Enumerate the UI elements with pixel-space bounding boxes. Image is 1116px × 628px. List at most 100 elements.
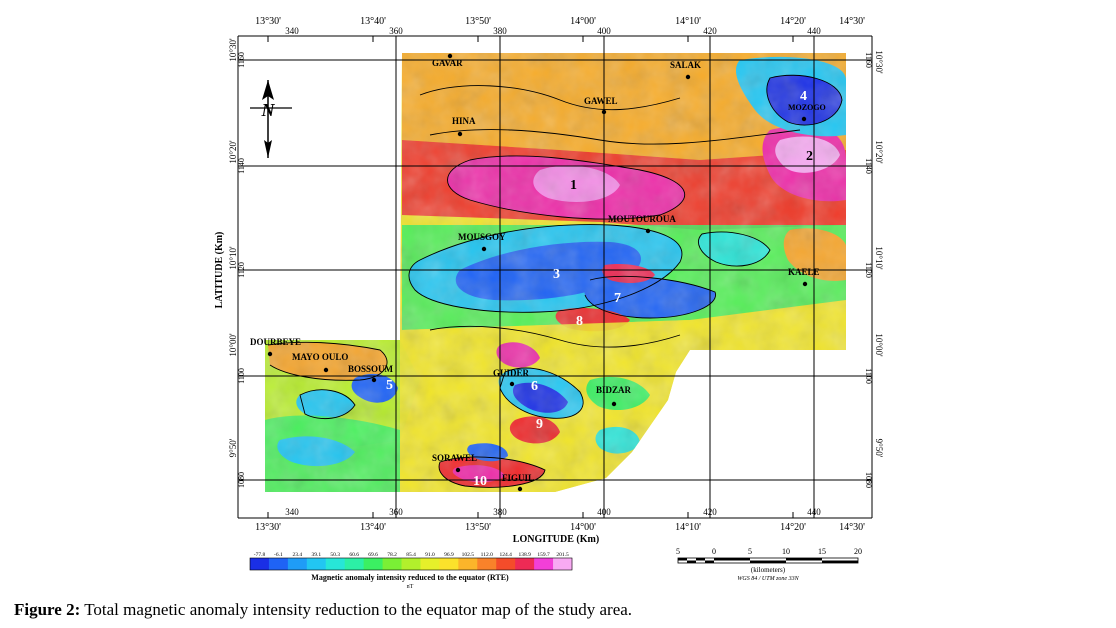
scale-tick-label: 10 [782, 547, 790, 556]
legend-swatch [344, 558, 365, 570]
left-lat-label: 10°20' [228, 140, 238, 164]
legend-value: 69.6 [368, 552, 378, 558]
legend-value: 50.3 [330, 552, 340, 558]
legend-swatch [382, 558, 402, 570]
legend-value: 23.4 [293, 552, 303, 558]
anomaly-number: 8 [576, 314, 583, 329]
north-label: N [261, 100, 276, 120]
bottom-lon-label: 13°50' [465, 522, 491, 533]
legend-value: 39.1 [311, 552, 321, 558]
right-lat-label: 10°10' [874, 246, 884, 270]
anomaly-number: 4 [800, 89, 807, 104]
legend-swatch [306, 558, 327, 570]
town-label: FIGUIL [502, 473, 534, 483]
anomaly-number: 2 [806, 149, 813, 164]
anomaly-number: 6 [531, 379, 538, 394]
top-km-label: 400 [597, 26, 611, 36]
town-label: MOZOGO [788, 103, 826, 112]
anomaly-number: 9 [536, 417, 543, 432]
town-label: SALAK [670, 60, 701, 70]
left-km-labels: 1160 1140 1120 1100 1080 [237, 52, 246, 488]
right-lat-label: 10°20' [874, 140, 884, 164]
legend-value: 91.0 [425, 552, 435, 558]
map-frame [237, 35, 873, 519]
legend-swatch [496, 558, 516, 570]
right-km-labels: 1160 1140 1120 1100 1080 [864, 52, 873, 488]
north-arrow: N [250, 80, 292, 158]
legend-swatch [553, 558, 573, 570]
town-label: KAELE [788, 267, 820, 277]
bottom-lon-label: 13°30' [255, 522, 281, 533]
anomaly-numbers: 1 2 3 4 5 6 7 8 9 10 [386, 89, 813, 489]
color-legend: -77.8 -6.1 23.4 39.1 50.3 60.6 69.6 78.2 85.4 91.… [249, 552, 573, 590]
bottom-km-label: 360 [389, 507, 403, 517]
scale-tick-label: 20 [854, 547, 862, 556]
bottom-km-label: 440 [807, 507, 821, 517]
top-lon-label: 13°50' [465, 16, 491, 27]
legend-value: 138.9 [518, 552, 531, 558]
legend-swatch [268, 558, 289, 570]
legend-value: 60.6 [349, 552, 359, 558]
right-lat-labels: 10°30' 10°20' 10°10' 10°00' 9°50' [874, 50, 884, 457]
town-label: HINA [452, 116, 476, 126]
top-km-label: 440 [807, 26, 821, 36]
scale-tick-label: 15 [818, 547, 826, 556]
legend-value: 112.0 [481, 552, 493, 558]
top-lon-label: 14°30' [839, 16, 865, 27]
bottom-lon-label: 14°10' [675, 522, 701, 533]
bottom-lon-label: 14°30' [839, 522, 865, 533]
legend-swatch [439, 558, 459, 570]
legend-value: 201.5 [556, 552, 569, 558]
top-lon-label: 14°10' [675, 16, 701, 27]
scale-unit: (kilometers) [751, 566, 786, 574]
grid-lines [238, 36, 872, 518]
bottom-lon-label: 14°20' [780, 522, 806, 533]
scale-projection: WGS 84 / UTM zone 33N [737, 575, 799, 582]
right-km-label: 1080 [864, 472, 873, 488]
town-label: GUIDER [493, 368, 530, 378]
legend-value: -77.8 [254, 552, 266, 558]
degree-ticks [267, 36, 794, 518]
legend-unit: nT [407, 584, 414, 590]
towns: GAVAR SALAK GAWEL HINA MOUTOUROUA MOUSGO… [250, 53, 826, 492]
bottom-km-label: 400 [597, 507, 611, 517]
caption-label: Figure 2: [14, 600, 81, 619]
town-label: SORAWEL [432, 453, 477, 463]
top-lon-labels: 13°30' 13°40' 13°50' 14°00' 14°10' 14°20… [255, 16, 865, 27]
top-km-label: 380 [493, 26, 507, 36]
left-lat-labels: 10°30' 10°20' 10°10' 10°00' 9°50' [228, 38, 238, 457]
scale-tick-label: 5 [676, 547, 680, 556]
left-lat-label: 10°10' [228, 246, 238, 270]
bottom-km-label: 340 [285, 507, 299, 517]
right-km-label: 1120 [864, 262, 873, 278]
scale-tick-label: 0 [712, 547, 716, 556]
top-lon-label: 14°20' [780, 16, 806, 27]
legend-swatch [287, 558, 308, 570]
left-lat-label: 10°30' [228, 38, 238, 62]
left-lat-label: 9°50' [228, 438, 238, 457]
bottom-km-label: 380 [493, 507, 507, 517]
top-lon-label: 14°00' [570, 16, 596, 27]
legend-value: -6.1 [274, 552, 283, 558]
x-axis-title: LONGITUDE (Km) [513, 534, 599, 545]
legend-swatch [401, 558, 421, 570]
legend-value: 102.5 [462, 552, 475, 558]
legend-swatch [477, 558, 497, 570]
bottom-km-labels: 340 360 380 400 420 440 [285, 507, 821, 517]
left-km-label: 1080 [237, 472, 246, 488]
legend-value: 159.7 [537, 552, 550, 558]
anomaly-number: 7 [614, 291, 621, 306]
legend-swatch [515, 558, 535, 570]
top-lon-label: 13°30' [255, 16, 281, 27]
scale-bar: 5 0 5 10 15 20 (kilometers) WGS 84 / UTM… [676, 547, 862, 582]
left-km-label: 1140 [237, 158, 246, 174]
town-label: MOUSGOY [458, 232, 506, 242]
legend-value: 96.9 [444, 552, 454, 558]
top-km-label: 360 [389, 26, 403, 36]
bottom-lon-labels: 13°30' 13°40' 13°50' 14°00' 14°10' 14°20… [255, 522, 865, 533]
left-km-label: 1160 [237, 52, 246, 68]
right-lat-label: 9°50' [874, 439, 884, 458]
legend-value: 85.4 [406, 552, 416, 558]
anomaly-number: 3 [553, 267, 560, 282]
left-km-label: 1100 [237, 368, 246, 384]
